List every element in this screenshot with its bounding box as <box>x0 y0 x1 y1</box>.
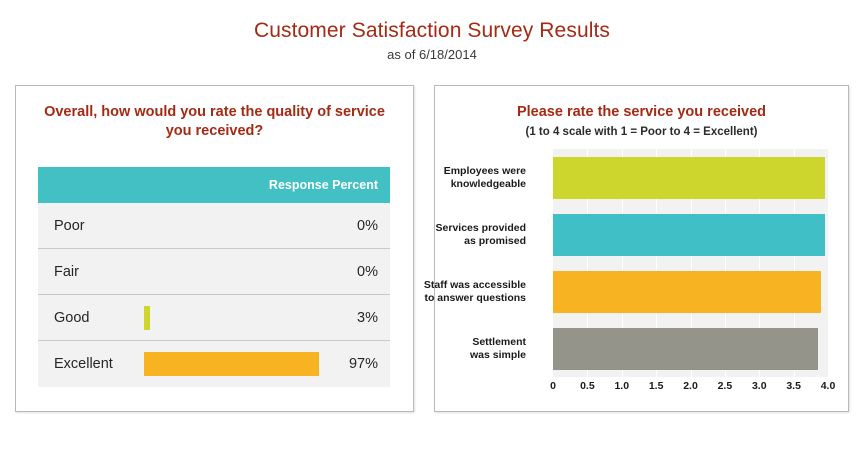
chart-gridline <box>656 149 658 377</box>
table-row-bar-track <box>144 305 332 330</box>
survey-results-table: Response Percent Poor 0% Fair 0% Good 3% Excel… <box>38 167 390 387</box>
right-panel-title: Please rate the service you received <box>516 104 767 120</box>
table-row-value: 3% <box>357 309 378 326</box>
page-subtitle: as of 6/18/2014 <box>387 47 477 62</box>
table-header-row: Response Percent <box>38 167 390 203</box>
right-panel-subtitle: (1 to 4 scale with 1 = Poor to 4 = Excel… <box>525 126 758 138</box>
table-row-label: Good <box>54 309 90 326</box>
service-rating-chart: Employees were knowledgeable Services prov… <box>424 86 850 413</box>
chart-gridline <box>724 149 726 377</box>
chart-category-label-line: Services provided <box>435 221 526 234</box>
chart-category-label-line: Employees were <box>443 164 526 177</box>
table-body: Poor 0% Fair 0% Good 3% Excellent 97% <box>38 203 390 387</box>
table-row-bar-track <box>144 214 332 238</box>
chart-gridline <box>759 149 761 377</box>
table-row-value: 0% <box>357 217 378 234</box>
chart-bar-row: Staff was accessible to answer questions <box>424 270 828 313</box>
left-panel: Overall, how would you rate the quality … <box>15 85 414 412</box>
chart-category-label-line: as promised <box>464 234 526 247</box>
chart-x-tick-label: 3.0 <box>751 380 767 392</box>
table-row-value: 0% <box>357 263 378 280</box>
chart-bar <box>553 213 825 256</box>
chart-x-tick-label: 1.0 <box>614 380 630 392</box>
chart-category-label-line: Settlement <box>472 335 526 348</box>
chart-category-label-line: knowledgeable <box>450 177 526 190</box>
table-row-bar <box>144 352 319 376</box>
chart-bar <box>553 327 818 370</box>
table-row-label: Fair <box>54 263 79 280</box>
chart-category-label-line: was simple <box>469 348 526 361</box>
chart-gridline <box>690 149 692 377</box>
table-row-bar-track <box>144 352 332 376</box>
table-row: Poor 0% <box>38 203 390 249</box>
chart-bar <box>553 156 825 199</box>
chart-category-label: Settlement was simple <box>376 336 526 362</box>
page-title: Customer Satisfaction Survey Results <box>253 19 611 42</box>
table-row: Good 3% <box>38 295 390 341</box>
table-row-value: 97% <box>348 356 378 372</box>
chart-category-label: Staff was accessible to answer questions <box>376 279 526 305</box>
table-row: Excellent 97% <box>38 341 390 387</box>
chart-x-axis: 0 0.5 1.0 1.5 2.0 2.5 3.0 3.5 4.0 <box>550 380 835 398</box>
chart-x-tick-label: 1.5 <box>648 380 664 392</box>
table-row: Fair 0% <box>38 249 390 295</box>
chart-bar-row: Employees were knowledgeable <box>444 156 828 199</box>
chart-x-tick-label: 2.0 <box>683 380 698 392</box>
table-row-bar <box>144 305 150 330</box>
chart-x-tick-label: 3.5 <box>786 380 801 392</box>
table-row-bar-track <box>144 260 332 284</box>
right-panel: Please rate the service you received (1 … <box>424 85 850 413</box>
page-header: Customer Satisfaction Survey Results as … <box>0 18 864 65</box>
chart-x-tick-label: 4.0 <box>820 380 836 392</box>
chart-category-label-line: to answer questions <box>424 291 526 304</box>
chart-bar <box>553 270 822 313</box>
chart-gridline <box>828 149 829 377</box>
chart-bar-row: Settlement was simple <box>470 327 828 370</box>
chart-x-tick-label: 2.5 <box>717 380 733 392</box>
chart-bar-row: Services provided as promised <box>436 213 828 256</box>
left-panel-title: Overall, how would you rate the quality … <box>44 104 385 139</box>
chart-x-tick-label: 0.5 <box>580 380 595 392</box>
chart-category-label: Employees were knowledgeable <box>376 165 526 191</box>
chart-x-tick-label: 0 <box>550 380 556 392</box>
chart-gridline <box>621 149 623 377</box>
chart-plot-area: Employees were knowledgeable Services prov… <box>424 149 829 377</box>
chart-category-label: Services provided as promised <box>376 222 526 248</box>
table-row-label: Poor <box>54 217 85 234</box>
chart-gridline <box>793 149 795 377</box>
chart-category-label-line: Staff was accessible <box>423 278 526 291</box>
table-row-label: Excellent <box>54 356 113 372</box>
column-header-response-percent: Response Percent <box>268 178 378 192</box>
chart-gridline <box>587 149 589 377</box>
